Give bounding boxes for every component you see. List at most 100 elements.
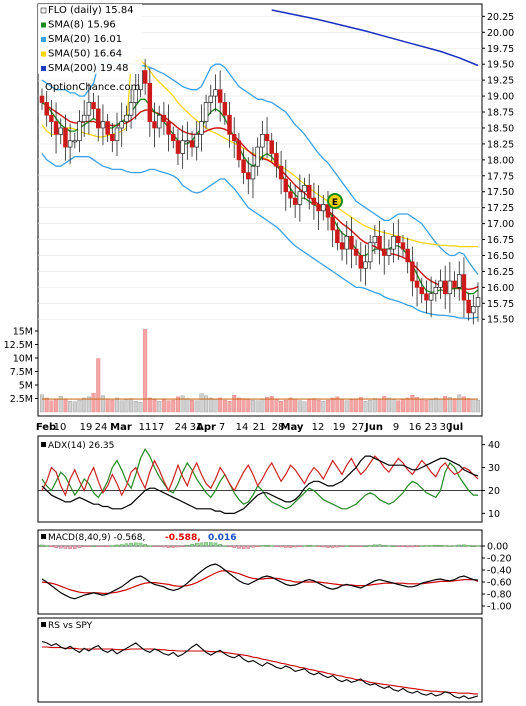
legend-label: FLO (daily) 15.84: [48, 5, 134, 16]
macd-histogram-bar: [251, 545, 255, 548]
volume-bar: [232, 395, 237, 413]
macd-histogram-bar: [237, 545, 241, 549]
volume-bar: [396, 400, 401, 413]
macd-histogram-bar: [96, 545, 101, 548]
price-tick-label: 19.25: [487, 76, 514, 87]
macd-histogram-bar: [119, 544, 124, 547]
macd-histogram-bar: [302, 545, 307, 547]
candle-body: [39, 95, 45, 103]
macd-panel: 0.00-0.20-0.40-0.60-0.80-1.00 MACD(8,40,…: [37, 529, 512, 615]
macd-histogram-bar: [288, 545, 293, 548]
macd-histogram-bar: [138, 542, 143, 547]
x-tick-label: Feb: [36, 422, 56, 433]
volume-bar: [119, 400, 124, 413]
macd-histogram-bar: [133, 542, 138, 547]
candle-body: [81, 114, 87, 122]
volume-bar: [133, 401, 138, 413]
candle-body: [49, 114, 54, 122]
macd-histogram-bar: [190, 543, 194, 547]
macd-histogram-bar: [265, 544, 269, 547]
volume-bar: [391, 399, 396, 413]
watermark: OptionChance.com: [45, 82, 140, 93]
candle-body: [396, 236, 401, 244]
volume-bar: [194, 400, 199, 413]
legend-swatch: [41, 66, 46, 71]
macd-histogram-bar: [101, 545, 105, 548]
volume-bar: [457, 394, 462, 413]
candle-body: [231, 133, 237, 142]
volume-bar: [316, 399, 321, 413]
candle-body: [91, 102, 96, 110]
candle-body: [269, 140, 274, 154]
x-tick-label: 24: [175, 422, 188, 433]
adx-series-line: [41, 455, 479, 514]
sma20-line: [41, 101, 479, 291]
macd-lines: [38, 542, 482, 600]
rs-series-line: [42, 646, 478, 695]
legend-label: SMA(20) 16.01: [48, 34, 122, 45]
x-tick-label: 28: [272, 422, 285, 433]
candle-body: [424, 293, 429, 301]
volume-bar: [307, 399, 312, 413]
earnings-event-marker: E: [327, 193, 343, 209]
candle-body: [255, 146, 260, 167]
volume-bar: [185, 398, 190, 413]
candle-body: [335, 229, 340, 244]
volume-bar: [452, 398, 457, 413]
volume-bar: [354, 398, 359, 413]
price-tick-label: 19.00: [487, 92, 514, 103]
x-tick-label: May: [281, 422, 304, 433]
volume-bar: [250, 399, 255, 413]
volume-bar: [105, 398, 110, 413]
macd-histogram-bar: [227, 545, 232, 548]
volume-bar: [171, 399, 176, 413]
macd-histogram-bar: [354, 545, 358, 548]
event-marker-label: E: [332, 198, 338, 208]
volume-bar: [124, 399, 129, 413]
macd-histogram-bar: [194, 543, 199, 547]
candle-body: [236, 140, 242, 161]
price-tick-label: 15.50: [487, 315, 514, 326]
macd-histogram-bar: [429, 545, 433, 547]
macd-histogram-bar: [405, 545, 410, 548]
price-tick-label: 20.00: [487, 28, 514, 39]
candle-body: [213, 89, 218, 97]
volume-bar: [358, 397, 363, 413]
volume-bar: [255, 400, 260, 413]
price-tick-label: 19.75: [487, 44, 514, 55]
candle-body: [391, 236, 396, 250]
candle-body: [100, 121, 106, 129]
volume-bar: [438, 398, 443, 413]
candle-body: [288, 191, 293, 199]
candle-body: [110, 133, 115, 142]
volume-bars: [40, 329, 481, 413]
candle-body: [372, 236, 378, 244]
macd-histogram-bar: [157, 545, 162, 548]
volume-bar: [227, 401, 232, 413]
macd-histogram-bar: [349, 545, 354, 548]
candle-body: [274, 153, 279, 167]
volume-bar: [190, 399, 195, 413]
volume-bar: [302, 401, 307, 413]
volume-bar: [152, 399, 157, 413]
macd-histogram-bar: [218, 544, 222, 547]
candle-body: [278, 165, 284, 180]
candle-body: [227, 114, 232, 135]
price-tick-label: 15.75: [487, 299, 514, 310]
candle-body: [147, 82, 153, 122]
candle-body: [321, 204, 326, 212]
price-tick-label: 18.00: [487, 155, 514, 166]
volume-bar: [447, 397, 452, 413]
candle-body: [128, 102, 134, 116]
volume-bar: [368, 399, 373, 413]
candle-body: [53, 121, 59, 135]
candle-body: [67, 140, 73, 148]
macd-histogram-bar: [410, 545, 415, 548]
candle-body: [152, 121, 157, 129]
macd-histogram-bar: [283, 545, 288, 548]
candlesticks: [39, 59, 481, 325]
x-tick-label: 27: [352, 422, 365, 433]
volume-bar: [40, 394, 45, 413]
candle-body: [63, 127, 68, 148]
adx-lines: [38, 448, 482, 514]
